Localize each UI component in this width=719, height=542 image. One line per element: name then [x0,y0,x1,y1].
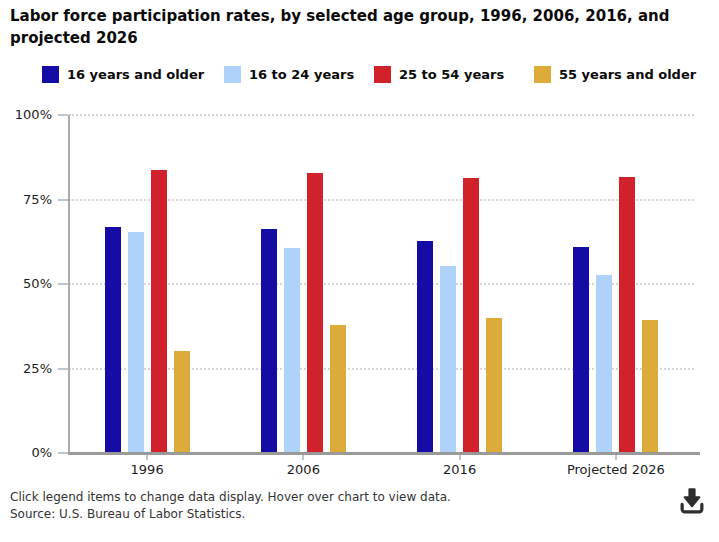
x-axis-category-label: 2016 [380,462,540,477]
y-axis-tick [58,114,68,116]
bar[interactable] [261,229,277,453]
x-axis-category-label: 1996 [67,462,227,477]
y-axis-tick [58,283,68,285]
x-axis-line [68,452,700,455]
y-axis-tick [58,199,68,201]
bar[interactable] [307,173,323,453]
x-axis-category-label: Projected 2026 [536,462,696,477]
bar[interactable] [573,247,589,453]
y-axis-tick-label: 0% [0,444,52,462]
bar[interactable] [174,351,190,453]
bar[interactable] [596,275,612,453]
interaction-note: Click legend items to change data displa… [10,490,451,504]
bar[interactable] [105,227,121,453]
y-axis-tick [58,368,68,370]
source-note: Source: U.S. Bureau of Labor Statistics. [10,507,245,521]
bar[interactable] [284,248,300,453]
chart-card: Labor force participation rates, by sele… [0,0,719,542]
bar[interactable] [417,241,433,453]
download-icon [676,485,708,517]
y-axis-tick-label: 25% [0,360,52,378]
y-axis-tick-label: 75% [0,191,52,209]
bar[interactable] [440,266,456,453]
y-axis-tick-label: 50% [0,275,52,293]
bar[interactable] [486,318,502,453]
gridline [69,114,694,116]
y-axis-tick-label: 100% [0,106,52,124]
bar[interactable] [619,177,635,453]
bar-chart-plot-area: 0% 25% 50% 75% 100% 199620062016Projected 202… [0,0,719,542]
download-button[interactable] [672,481,712,521]
bar[interactable] [642,320,658,453]
bar[interactable] [463,178,479,453]
y-axis-line [68,115,70,453]
bar[interactable] [330,325,346,453]
bar[interactable] [151,170,167,453]
x-axis-category-label: 2006 [223,462,383,477]
bar[interactable] [128,232,144,453]
y-axis-tick [58,452,68,454]
